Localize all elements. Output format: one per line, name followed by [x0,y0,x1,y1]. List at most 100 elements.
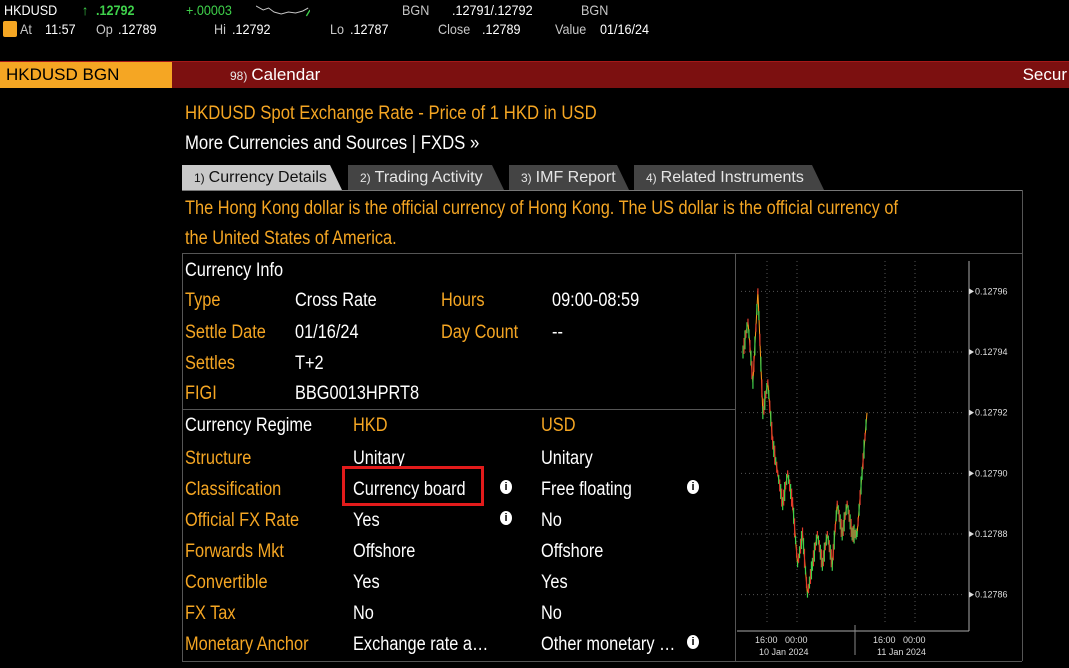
official-fx-rate-usd: No [541,510,562,531]
value-label: Value [555,21,587,37]
fx-tax-usd: No [541,603,562,624]
forwards-mkt-label: Forwards Mkt [185,541,284,562]
day-count-label: Day Count [441,322,519,343]
at-label: At [20,21,32,37]
convertible-label: Convertible [185,572,268,593]
tick-marker [969,288,974,295]
ticker-time: 11:57 [45,21,76,37]
y-tick-label: 0.12788 [975,529,1008,539]
divider [182,409,735,410]
ticker-symbol[interactable]: HKDUSD [4,2,58,18]
tick-marker [969,470,974,477]
tick-marker [969,591,974,598]
ticker-last: .12792 [96,2,135,18]
monetary-anchor-usd: Other monetary … [541,634,676,655]
low-label: Lo [330,21,345,37]
chart-x-axis: 16:00 00:00 16:00 00:00 10 Jan 2024 11 Jan 20… [755,635,926,657]
tab-number: 3) [521,171,532,185]
command-bar: HKDUSD BGN Curncy 98) Calendar Secur [0,61,1069,110]
tick-marker [969,531,974,537]
tab-number: 1) [194,171,205,185]
calendar-number: 98) [230,69,248,83]
regime-hkd-header: HKD [353,415,388,436]
tab-related-instruments[interactable]: 4) Related Instruments [634,165,824,190]
tab-currency-details[interactable]: 1) Currency Details [182,165,342,190]
divider [735,253,736,661]
divider [182,253,1022,254]
figi-value[interactable]: BBG0013HPRT8 [295,383,420,404]
monetary-anchor-label: Monetary Anchor [185,634,309,655]
ticker-source: BGN [402,2,430,18]
low-value: .12787 [350,21,389,37]
x-tick-label: 16:00 [755,635,778,645]
info-icon[interactable]: i [500,511,512,525]
type-value: Cross Rate [295,290,377,311]
fx-tax-hkd: No [353,603,374,624]
divider [1022,190,1023,661]
info-icon[interactable]: i [687,480,699,494]
tab-number: 2) [360,171,371,185]
description-line-1: The Hong Kong dollar is the official cur… [185,198,898,219]
structure-label: Structure [185,448,252,469]
x-tick-label: 16:00 [873,635,896,645]
tab-imf-report[interactable]: 3) IMF Report [509,165,629,190]
high-label: Hi [214,21,226,37]
sparkline-icon [256,5,310,17]
settles-value: T+2 [295,353,324,374]
info-icon[interactable]: i [687,635,699,649]
y-tick-label: 0.12786 [975,590,1008,600]
tab-trading-activity[interactable]: 2) Trading Activity [348,165,504,190]
classification-hkd: Currency board [353,479,466,500]
security-menu-label[interactable]: Secur [1022,65,1067,84]
price-chart[interactable]: 0.12796 0.12794 0.12792 0.12790 0.12788 0.127… [737,253,1022,661]
tick-marker [969,409,974,416]
y-tick-label: 0.12790 [975,468,1008,478]
ticker-bar: HKDUSD ↑ .12792 +.00003 BGN .12791/.1279… [0,0,1069,42]
forwards-mkt-usd: Offshore [541,541,604,562]
description-line-2: the United States of America. [185,228,397,249]
official-fx-rate-hkd: Yes [353,510,380,531]
divider [182,253,183,661]
chart-grid [737,261,970,655]
fx-tax-label: FX Tax [185,603,236,624]
calendar-menu-item[interactable]: 98) Calendar [230,62,320,88]
settle-date-value: 01/16/24 [295,322,359,343]
type-label: Type [185,290,221,311]
day-count-value: -- [552,322,563,343]
x-date-label: 10 Jan 2024 [759,647,809,657]
hours-label: Hours [441,290,485,311]
open-value: .12789 [118,21,157,37]
official-fx-rate-label: Official FX Rate [185,510,300,531]
divider [182,661,1022,662]
high-value: .12792 [232,21,271,37]
y-tick-label: 0.12792 [975,408,1008,418]
currency-info-heading: Currency Info [185,260,284,281]
figi-label: FIGI [185,383,217,404]
regime-usd-header: USD [541,415,576,436]
convertible-hkd: Yes [353,572,380,593]
up-arrow-icon: ↑ [82,2,89,18]
open-label: Op [96,21,113,37]
tabs-divider [182,190,1022,191]
classification-label: Classification [185,479,282,500]
alert-icon[interactable] [3,21,17,37]
tab-label: IMF Report [535,169,616,186]
tab-number: 4) [646,171,657,185]
tab-label: Trading Activity [374,169,483,186]
ticker-bid-ask: .12791/.12792 [452,2,533,18]
tick-marker [969,349,974,355]
info-icon[interactable]: i [500,480,512,494]
close-value: .12789 [482,21,521,37]
tab-label: Currency Details [208,169,327,186]
x-tick-label: 00:00 [903,635,926,645]
more-currencies-link[interactable]: More Currencies and Sources | FXDS » [185,133,480,154]
page-title: HKDUSD Spot Exchange Rate - Price of 1 H… [185,103,597,124]
monetary-anchor-hkd: Exchange rate a… [353,634,489,655]
forwards-mkt-hkd: Offshore [353,541,416,562]
regime-heading: Currency Regime [185,415,313,436]
security-field[interactable]: HKDUSD BGN Curncy [0,62,172,110]
settles-label: Settles [185,353,235,374]
hours-value: 09:00-08:59 [552,290,640,311]
y-tick-label: 0.12794 [975,347,1008,357]
chart-y-axis: 0.12796 0.12794 0.12792 0.12790 0.12788 0.127… [969,286,1008,600]
